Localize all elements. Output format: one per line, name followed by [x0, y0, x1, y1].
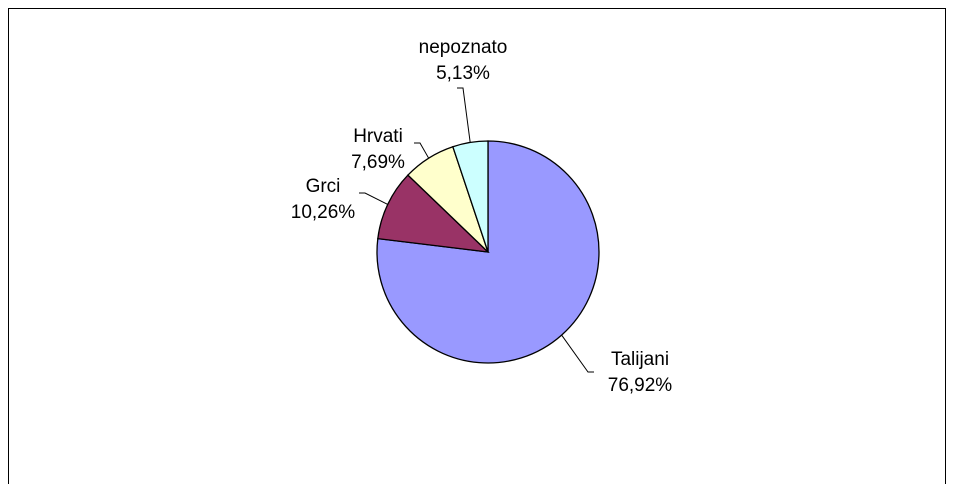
chart-frame [8, 8, 946, 484]
slice-value: 10,26% [291, 202, 356, 223]
pie-slice [452, 140, 489, 253]
leader-line [457, 87, 471, 143]
slice-value: 76,92% [608, 375, 673, 396]
slice-label: Hrvati [353, 126, 403, 147]
slice-label: Grci [306, 176, 341, 197]
slice-value: 7,69% [351, 152, 405, 173]
leader-line [359, 192, 388, 205]
slice-value: 5,13% [436, 63, 490, 84]
leader-line [561, 334, 594, 373]
slice-label: Talijani [611, 349, 669, 370]
leader-line [414, 142, 430, 159]
pie-slice [377, 174, 490, 253]
slice-label: nepoznato [419, 37, 508, 58]
